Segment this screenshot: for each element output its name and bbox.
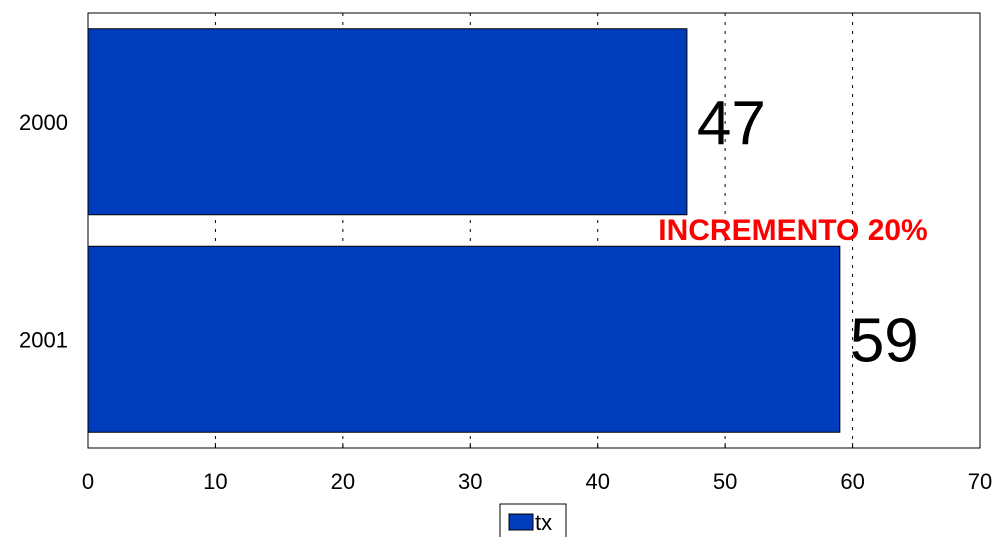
x-tick-label: 50: [713, 469, 737, 494]
bar-2000: [87, 28, 688, 216]
y-category-label: 2001: [19, 327, 68, 352]
plot-frame: [87, 12, 981, 449]
data-label-2001: 59: [850, 306, 919, 375]
tick-layer: 0 10 20 30 40 50 60 70: [82, 443, 992, 494]
label-layer: 2000 47 2001 59: [19, 89, 919, 376]
legend-label: tx: [535, 510, 552, 535]
x-tick-label: 10: [203, 469, 227, 494]
x-tick-label: 60: [840, 469, 864, 494]
legend-swatch: [508, 513, 534, 531]
x-tick-label: 40: [585, 469, 609, 494]
bar-layer: [87, 28, 841, 433]
bar-2001: [87, 245, 841, 433]
x-tick-label: 30: [458, 469, 482, 494]
x-tick-label: 70: [968, 469, 992, 494]
data-label-2000: 47: [697, 89, 766, 158]
x-tick-label: 0: [82, 469, 94, 494]
annotation-text: INCREMENTO 20%: [658, 214, 928, 247]
x-tick-label: 20: [331, 469, 355, 494]
legend: tx: [499, 503, 567, 539]
y-category-label: 2000: [19, 110, 68, 135]
